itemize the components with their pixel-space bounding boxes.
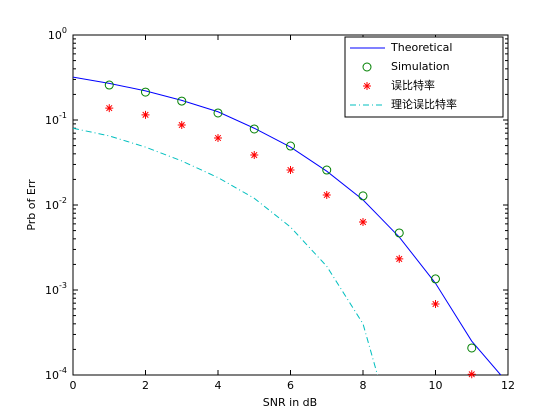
marker [322, 191, 331, 200]
marker [286, 141, 295, 151]
y-tick-label: 10-4 [45, 366, 67, 383]
marker [214, 134, 222, 143]
marker [358, 191, 368, 201]
marker [250, 151, 259, 160]
x-tick-label: 10 [429, 379, 443, 392]
series-line [73, 127, 378, 375]
marker [467, 370, 476, 379]
marker [141, 110, 150, 119]
marker [105, 104, 114, 113]
marker [249, 124, 259, 134]
y-tick-label: 10-1 [45, 111, 67, 128]
x-tick-label: 2 [142, 379, 149, 392]
legend-label: 误比特率 [391, 78, 435, 92]
y-tick-label: 10-3 [45, 281, 67, 298]
x-tick-label: 8 [360, 379, 367, 392]
x-tick-label: 12 [501, 379, 515, 392]
legend-label: 理论误比特率 [391, 97, 457, 111]
legend-label: Simulation [391, 60, 450, 73]
legend-box [344, 36, 504, 118]
x-axis-label: SNR in dB [263, 396, 317, 409]
marker [394, 228, 404, 238]
legend-label: Theoretical [390, 41, 452, 54]
x-tick-label: 4 [215, 379, 222, 392]
marker [431, 274, 440, 284]
marker [141, 87, 150, 97]
marker [213, 108, 223, 118]
legend-swatch [362, 62, 372, 72]
marker [359, 218, 367, 227]
axes-box [72, 34, 509, 376]
marker [177, 96, 187, 106]
y-tick-label: 10-2 [45, 196, 67, 213]
marker [395, 254, 404, 263]
y-axis-label: Prb of Err [25, 179, 38, 231]
marker [177, 121, 186, 130]
y-tick-label: 100 [48, 26, 67, 43]
x-tick-label: 0 [70, 379, 77, 392]
marker [431, 300, 440, 309]
marker [104, 80, 114, 90]
x-tick-label: 6 [287, 379, 294, 392]
marker [286, 166, 295, 175]
legend-swatch [363, 82, 371, 90]
marker [322, 165, 332, 175]
marker [467, 343, 477, 353]
